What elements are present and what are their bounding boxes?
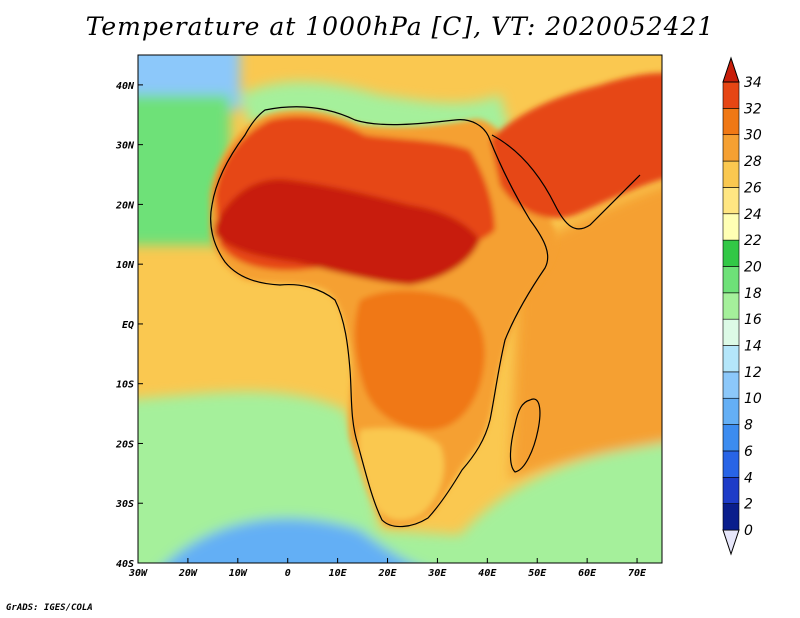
colorbar-band-2 [722,450,740,478]
lon-tick-label-9: 60E [578,568,597,579]
colorbar-band-15 [722,108,740,136]
colorbar-band-13 [722,160,740,188]
colorbar-band-16 [722,81,740,109]
lat-tick-label-4: EQ [122,320,134,331]
africa-coastline [210,106,549,528]
lon-tick-label-2: 10W [229,568,248,579]
chart-title: Temperature at 1000hPa [C], VT: 20200524… [85,12,715,41]
colorbar-label-2: 2 [744,497,753,513]
colorbar-label-8: 8 [744,418,753,434]
lon-tick-label-0: 30W [128,568,148,579]
colorbar-label-14: 14 [744,339,762,355]
lon-tick-label-4: 10E [329,568,348,579]
lon-tick-label-7: 40E [478,568,497,579]
colorbar-band-14 [722,134,740,162]
lon-tick-label-10: 70E [628,568,647,579]
colorbar-band-3 [722,424,740,452]
lon-tick-label-5: 20E [377,568,397,579]
plot-frame [137,54,663,564]
region-sahel-hot [215,179,480,285]
lat-tick-label-6: 20S [115,439,134,450]
colorbar-label-28: 28 [744,154,762,170]
colorbar-label-26: 26 [744,180,762,196]
lat-tick-label-0: 40N [116,81,135,92]
colorbar-label-30: 30 [744,128,762,144]
colorbar-label-34: 34 [744,75,762,91]
lat-tick-label-1: 30N [115,141,135,152]
colorbar-label-32: 32 [744,101,762,117]
lon-tick-label-8: 50E [528,568,547,579]
colorbar-label-4: 4 [744,470,753,486]
axis-ticks: 30W 20W 10W 0 10E 20E 30E 40E 50E 60E 70E 40N 30N 20N… [115,81,647,579]
lat-tick-label-8: 40S [116,559,134,570]
colorbar-label-20: 20 [744,259,762,275]
colorbar-band-0 [722,503,740,531]
colorbar-band-5 [722,371,740,399]
colorbar-label-24: 24 [744,207,762,223]
region-cold-south [166,518,412,563]
colorbar-label-22: 22 [744,233,762,249]
lon-tick-label-1: 20W [178,568,198,579]
colorbar-label-18: 18 [744,286,762,302]
colorbar-label-16: 16 [744,312,762,328]
map-field [138,55,662,563]
lat-tick-label-2: 20N [115,200,135,211]
colorbar-band-10 [722,239,740,267]
colorbar-label-12: 12 [744,365,762,381]
region-arabia-hot [490,73,662,219]
colorbar-band-1 [722,476,740,504]
colorbar-band-8 [722,292,740,320]
madagascar-outline [509,398,541,473]
colorbar-band-6 [722,345,740,373]
colorbar-label-6: 6 [744,444,753,460]
lat-tick-label-3: 10N [116,260,135,271]
region-southern-africa [358,428,444,521]
colorbar-band-11 [722,213,740,241]
lon-tick-label-6: 30E [427,568,447,579]
colorbar-under-triangle [722,529,740,556]
lat-tick-label-7: 30S [115,499,134,510]
lat-tick-label-5: 10S [116,380,134,391]
region-central-africa [354,290,485,430]
colorbar-over-triangle [722,56,740,83]
colorbar-band-7 [722,318,740,346]
colorbar-band-4 [722,397,740,425]
colorbar-label-0: 0 [744,523,753,539]
credit-label: GrADS: IGES/COLA [6,603,93,613]
colorbar-band-9 [722,266,740,294]
colorbar-label-10: 10 [744,391,762,407]
arabia-coastline [491,134,641,230]
colorbar-band-12 [722,187,740,215]
lon-tick-label-3: 0 [285,568,291,579]
